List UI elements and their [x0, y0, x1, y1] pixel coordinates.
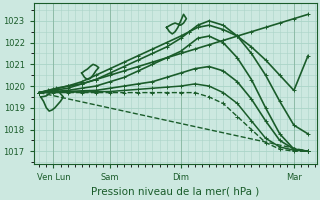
- X-axis label: Pression niveau de la mer( hPa ): Pression niveau de la mer( hPa ): [91, 187, 259, 197]
